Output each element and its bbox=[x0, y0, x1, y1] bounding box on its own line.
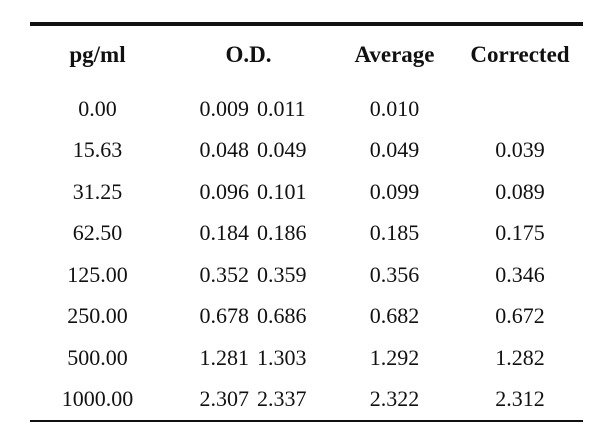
cell-od-1: 0.184 bbox=[199, 220, 250, 246]
cell-average: 0.099 bbox=[369, 178, 420, 204]
table-row: 15.63 0.048 0.049 0.049 0.039 bbox=[30, 130, 583, 172]
table-body: 0.00 0.009 0.011 0.010 15.63 0.048 0.049 0.049 0… bbox=[30, 84, 583, 420]
data-table: pg/ml O.D. Average Corrected 0.00 0.009 0.… bbox=[30, 26, 583, 420]
cell-corrected: 2.312 bbox=[495, 386, 545, 412]
cell-od-2: 0.686 bbox=[257, 303, 307, 329]
table-row: 1000.00 2.307 2.337 2.322 2.312 bbox=[30, 379, 583, 421]
cell-od-1: 0.678 bbox=[199, 303, 250, 329]
cell-od-1: 0.352 bbox=[199, 261, 250, 287]
cell-od-2: 0.186 bbox=[257, 220, 307, 246]
cell-concentration: 500.00 bbox=[67, 344, 128, 370]
cell-concentration: 15.63 bbox=[72, 137, 123, 163]
table-row: 31.25 0.096 0.101 0.099 0.089 bbox=[30, 171, 583, 213]
cell-od-2: 2.337 bbox=[257, 386, 307, 412]
cell-concentration: 250.00 bbox=[67, 303, 128, 329]
table-row: 125.00 0.352 0.359 0.356 0.346 bbox=[30, 254, 583, 296]
cell-od-1: 0.009 bbox=[199, 95, 250, 121]
table-row: 0.00 0.009 0.011 0.010 bbox=[30, 84, 583, 130]
cell-concentration: 62.50 bbox=[72, 220, 123, 246]
cell-corrected: 1.282 bbox=[495, 344, 545, 370]
cell-average: 0.049 bbox=[369, 137, 420, 163]
cell-corrected bbox=[457, 84, 583, 130]
cell-average: 0.682 bbox=[369, 303, 420, 329]
cell-average: 0.356 bbox=[369, 261, 420, 287]
cell-concentration: 1000.00 bbox=[61, 386, 134, 412]
cell-average: 0.185 bbox=[369, 220, 420, 246]
cell-concentration: 125.00 bbox=[67, 261, 128, 287]
top-rule bbox=[30, 22, 583, 26]
cell-od-1: 0.096 bbox=[199, 178, 250, 204]
standard-curve-table: pg/ml O.D. Average Corrected 0.00 0.009 0.… bbox=[30, 22, 583, 422]
cell-od-2: 1.303 bbox=[257, 344, 307, 370]
table-row: 62.50 0.184 0.186 0.185 0.175 bbox=[30, 213, 583, 255]
cell-od-2: 0.011 bbox=[257, 95, 306, 121]
cell-corrected: 0.175 bbox=[495, 220, 545, 246]
header-average: Average bbox=[354, 42, 435, 67]
cell-corrected: 0.346 bbox=[495, 261, 545, 287]
cell-od-2: 0.359 bbox=[257, 261, 307, 287]
cell-corrected: 0.089 bbox=[495, 178, 545, 204]
header-concentration: pg/ml bbox=[69, 42, 126, 67]
cell-od-2: 0.049 bbox=[257, 137, 307, 163]
cell-average: 1.292 bbox=[369, 344, 420, 370]
cell-concentration: 0.00 bbox=[78, 95, 117, 121]
header-od: O.D. bbox=[225, 42, 272, 67]
cell-od-1: 1.281 bbox=[199, 344, 250, 370]
table-row: 500.00 1.281 1.303 1.292 1.282 bbox=[30, 337, 583, 379]
cell-concentration: 31.25 bbox=[72, 178, 123, 204]
cell-od-2: 0.101 bbox=[257, 178, 307, 204]
cell-corrected: 0.039 bbox=[495, 137, 545, 163]
cell-od-1: 0.048 bbox=[199, 137, 250, 163]
table-row: 250.00 0.678 0.686 0.682 0.672 bbox=[30, 296, 583, 338]
cell-corrected: 0.672 bbox=[495, 303, 545, 329]
header-corrected: Corrected bbox=[470, 42, 570, 67]
cell-od-1: 2.307 bbox=[199, 386, 250, 412]
bottom-rule bbox=[30, 420, 583, 422]
header-row: pg/ml O.D. Average Corrected bbox=[30, 26, 583, 84]
cell-average: 0.010 bbox=[369, 95, 420, 121]
cell-average: 2.322 bbox=[369, 386, 420, 412]
